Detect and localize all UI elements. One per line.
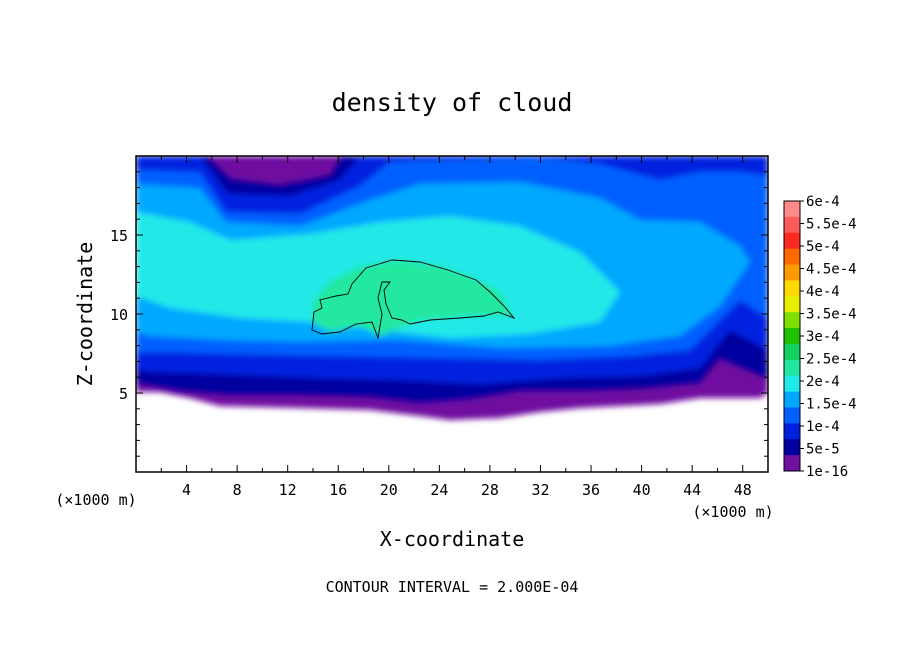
- colorbar-label: 2.5e-4: [806, 352, 857, 368]
- colorbar-label: 2e-4: [806, 374, 840, 390]
- colorbar-label: 1e-16: [806, 464, 848, 480]
- colorbar-label: 1e-4: [806, 419, 840, 435]
- colorbar-swatch: [784, 248, 800, 266]
- colorbar-swatch: [784, 312, 800, 329]
- colorbar-swatch: [784, 455, 800, 472]
- x-axis-unit-right: (×1000 m): [692, 503, 773, 521]
- x-tick-label: 36: [582, 481, 600, 499]
- colorbar-label: 5e-5: [806, 442, 840, 458]
- colorbar-label: 3.5e-4: [806, 307, 857, 323]
- x-axis-label: X-coordinate: [380, 527, 525, 551]
- x-tick-label: 44: [683, 481, 701, 499]
- cloud-density-field: [136, 156, 768, 420]
- x-axis-ticks: 4 8 12 16 20 24 28 32 36 40 44 48: [160, 156, 752, 499]
- x-tick-label: 12: [279, 481, 297, 499]
- cloud-level-3e-4: [312, 260, 512, 336]
- x-axis-unit-left: (×1000 m): [55, 491, 136, 509]
- colorbar-swatch: [784, 216, 800, 234]
- colorbar-swatch: [784, 391, 800, 408]
- y-tick-label: 10: [110, 306, 128, 324]
- colorbar-label: 1.5e-4: [806, 397, 857, 413]
- y-axis-label: Z-coordinate: [73, 242, 97, 387]
- colorbar-swatch: [784, 280, 800, 297]
- chart-title: density of cloud: [332, 88, 573, 117]
- colorbar-label: 6e-4: [806, 194, 840, 210]
- colorbar-swatch: [784, 439, 800, 456]
- x-tick-label: 48: [734, 481, 752, 499]
- colorbar-swatch: [784, 375, 800, 393]
- colorbar-swatch: [784, 343, 800, 361]
- colorbar-swatch: [784, 423, 800, 440]
- x-tick-label: 24: [430, 481, 448, 499]
- x-tick-label: 16: [329, 481, 347, 499]
- colorbar-swatch: [784, 407, 800, 424]
- colorbar-label: 5.5e-4: [806, 217, 857, 233]
- colorbar-swatch: [784, 328, 800, 345]
- y-axis-ticks: 5 10 15: [110, 171, 768, 457]
- plot-area: [136, 156, 768, 472]
- colorbar-label: 4e-4: [806, 284, 840, 300]
- contour-interval-note: CONTOUR INTERVAL = 2.000E-04: [326, 578, 579, 596]
- x-tick-label: 4: [182, 481, 191, 499]
- x-tick-label: 40: [633, 481, 651, 499]
- y-tick-label: 15: [110, 227, 128, 245]
- x-tick-label: 8: [233, 481, 242, 499]
- colorbar-label: 5e-4: [806, 239, 840, 255]
- colorbar-swatch: [784, 359, 800, 377]
- x-tick-label: 28: [481, 481, 499, 499]
- x-tick-label: 32: [531, 481, 549, 499]
- colorbar: 6e-4 5.5e-4 5e-4 4.5e-4 4e-4 3.5e-4 3e-4 2.5e-4…: [783, 194, 857, 480]
- y-tick-label: 5: [119, 385, 128, 403]
- colorbar-label: 4.5e-4: [806, 262, 857, 278]
- colorbar-label: 3e-4: [806, 329, 840, 345]
- colorbar-swatch: [784, 201, 800, 218]
- colorbar-swatch: [784, 296, 800, 313]
- colorbar-swatch: [784, 264, 800, 281]
- colorbar-swatch: [784, 232, 800, 250]
- x-tick-label: 20: [380, 481, 398, 499]
- cloud-contour-2e-4: [311, 259, 516, 340]
